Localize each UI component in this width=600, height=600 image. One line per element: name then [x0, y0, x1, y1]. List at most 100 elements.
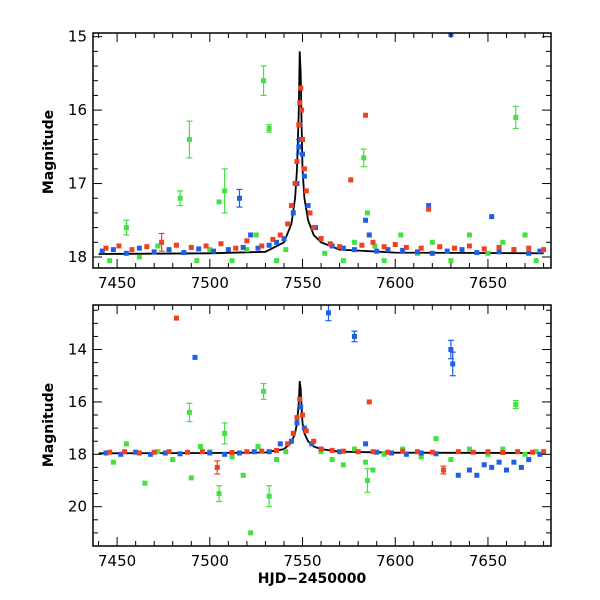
top-panel: 7450 7500 7550 7600 7650 15 16 17 18 [68, 28, 552, 292]
blue-data-point [429, 250, 435, 256]
blue-data-point [103, 450, 109, 456]
x-tick-label: 7450 [98, 274, 136, 292]
red-data-point [359, 242, 365, 248]
red-data-point [103, 245, 109, 251]
green-data-point [466, 446, 472, 452]
red-data-point [285, 221, 291, 227]
green-data-point [255, 443, 261, 449]
y-tick-label: 20 [68, 498, 87, 516]
green-data-point [170, 457, 176, 463]
blue-data-point [301, 173, 307, 179]
red-data-point [318, 446, 324, 452]
green-data-point [318, 449, 324, 455]
red-data-point [303, 188, 309, 194]
blue-data-point [277, 441, 283, 447]
green-data-point [381, 258, 387, 264]
blue-data-point [309, 441, 315, 447]
blue-data-point [296, 144, 302, 150]
red-data-point [166, 449, 172, 455]
red-data-point [337, 244, 343, 250]
bottom-panel: 7450 7500 7550 7600 7650 14 16 18 20 [68, 304, 552, 570]
blue-data-point [366, 232, 372, 238]
red-data-point [277, 232, 283, 238]
red-data-point [173, 242, 179, 248]
green-data-point [222, 188, 228, 194]
red-data-point [294, 415, 300, 421]
plot-area [98, 305, 547, 536]
blue-data-point [474, 472, 480, 478]
red-data-point [466, 243, 472, 249]
red-data-point [385, 449, 391, 455]
blue-data-point [489, 214, 495, 220]
red-data-point [340, 448, 346, 454]
x-tick-label: 7650 [469, 274, 507, 292]
blue-data-point [288, 438, 294, 444]
green-data-point [274, 457, 280, 463]
green-data-point [485, 451, 491, 457]
green-data-point [207, 247, 213, 253]
green-data-point [266, 493, 272, 499]
blue-data-point [374, 248, 380, 254]
blue-data-point [374, 449, 380, 455]
green-data-point [253, 232, 259, 238]
red-data-point [437, 244, 443, 250]
blue-data-point [99, 248, 105, 254]
green-data-point [351, 239, 357, 245]
red-data-point [355, 449, 361, 455]
red-data-point [299, 107, 305, 113]
blue-data-point [123, 250, 129, 256]
blue-data-point [177, 451, 183, 457]
blue-data-point [225, 247, 231, 253]
model-curve [98, 51, 544, 255]
blue-data-point [418, 450, 424, 456]
blue-data-point [444, 248, 450, 254]
red-data-point [414, 449, 420, 455]
red-data-point [300, 412, 306, 418]
red-data-point [218, 241, 224, 247]
green-data-point [177, 195, 183, 201]
green-data-point [322, 250, 328, 256]
green-data-point [142, 480, 148, 486]
blue-data-point [290, 210, 296, 216]
blue-data-point [298, 404, 304, 410]
red-data-point [418, 245, 424, 251]
green-data-point [429, 239, 435, 245]
red-data-point [203, 243, 209, 249]
green-data-point [261, 78, 267, 84]
green-data-point [533, 258, 539, 264]
red-data-point [285, 441, 291, 447]
green-data-point [466, 232, 472, 238]
green-data-point [186, 136, 192, 142]
green-data-point [283, 449, 289, 455]
red-data-point [122, 449, 128, 455]
green-data-point [216, 199, 222, 205]
blue-data-point [192, 354, 198, 360]
red-data-point [348, 177, 354, 183]
x-tick-label: 7600 [376, 274, 414, 292]
red-data-point [136, 450, 142, 456]
red-data-point [129, 247, 135, 253]
red-data-point [496, 244, 502, 250]
blue-data-point [351, 333, 357, 339]
red-data-point [429, 449, 435, 455]
blue-data-point [248, 232, 254, 238]
green-data-point [340, 258, 346, 264]
blue-data-point [448, 347, 454, 353]
blue-data-point [426, 203, 432, 209]
plot-area [98, 33, 547, 264]
blue-data-point [526, 250, 532, 256]
blue-data-point [266, 242, 272, 248]
blue-data-point [274, 239, 280, 245]
red-data-point [470, 449, 476, 455]
blue-data-point [526, 457, 532, 463]
green-data-point [110, 459, 116, 465]
x-tick-label: 7600 [376, 552, 414, 570]
red-data-point [259, 448, 265, 454]
bottom-y-axis-label: Magnitude [41, 383, 57, 467]
model-curve [98, 380, 544, 455]
green-data-point [123, 225, 129, 231]
red-data-point [259, 243, 265, 249]
red-data-point [370, 449, 376, 455]
red-data-point [270, 236, 276, 242]
x-tick-label: 7500 [191, 274, 229, 292]
